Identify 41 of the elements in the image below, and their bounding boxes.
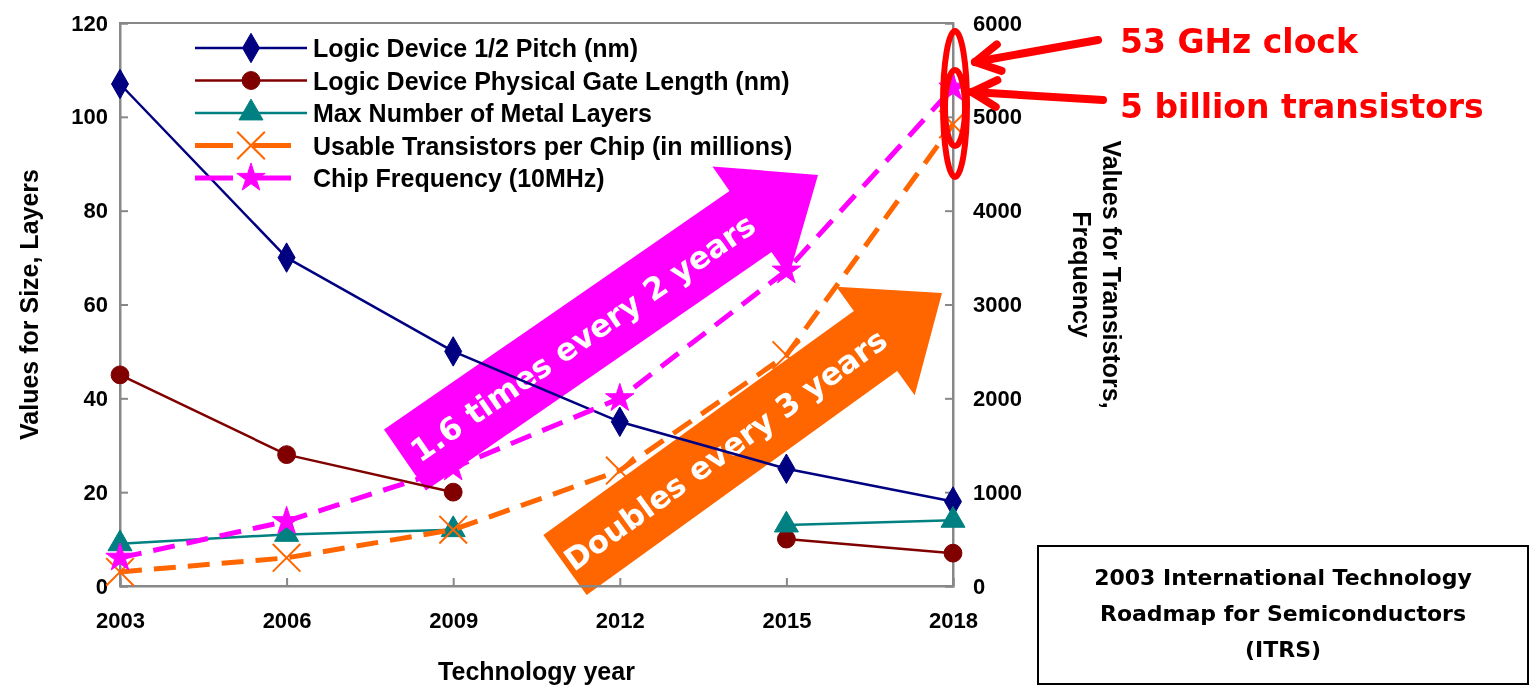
y-tick-label: 0 bbox=[95, 573, 108, 599]
legend-label: Max Number of Metal Layers bbox=[313, 99, 652, 127]
point bbox=[277, 445, 297, 465]
x-tick-label: 2018 bbox=[929, 607, 978, 633]
point bbox=[438, 514, 469, 545]
x-tick-label: 2003 bbox=[96, 607, 145, 633]
y2-tick-label: 4000 bbox=[973, 198, 1022, 224]
text: 2003 International Technology Roadmap for Semiconductors (ITRS) bbox=[1094, 565, 1472, 662]
y-tick-label: 20 bbox=[83, 479, 108, 505]
x-axis-title: Technology year bbox=[438, 657, 636, 685]
point bbox=[771, 340, 802, 370]
y-tick-label: 40 bbox=[83, 385, 108, 411]
legend-label: Logic Device 1/2 Pitch (nm) bbox=[313, 34, 639, 62]
y2-tick-label: 6000 bbox=[973, 10, 1022, 36]
x-tick-label: 2012 bbox=[595, 607, 645, 633]
x-tick-label: 2009 bbox=[429, 607, 479, 633]
y2-axis-title: Values for Transistors, Frequency bbox=[1068, 140, 1126, 409]
text: 5 billion transistors bbox=[1120, 87, 1484, 126]
y2-tick-label: 1000 bbox=[973, 479, 1022, 505]
point bbox=[943, 543, 963, 563]
point bbox=[271, 543, 302, 573]
y-tick-label: 60 bbox=[83, 292, 108, 318]
legend-label: Usable Transistors per Chip (in millions) bbox=[313, 131, 793, 160]
y-tick-label: 120 bbox=[71, 10, 108, 36]
y-tick-label: 80 bbox=[83, 198, 108, 224]
legend-label: Chip Frequency (10MHz) bbox=[313, 164, 605, 192]
y2-tick-label: 2000 bbox=[973, 385, 1022, 411]
y2-tick-label: 0 bbox=[973, 573, 986, 599]
point bbox=[605, 382, 635, 411]
point bbox=[110, 365, 130, 385]
y-axis-title: Values for Size, Layers bbox=[15, 169, 43, 440]
y2-tick-label: 3000 bbox=[973, 292, 1022, 318]
point bbox=[105, 557, 135, 587]
y2-tick-label: 5000 bbox=[973, 104, 1022, 130]
x-tick-label: 2006 bbox=[262, 607, 312, 633]
legend-label: Logic Device Physical Gate Length (nm) bbox=[313, 66, 790, 95]
x-tick-label: 2015 bbox=[762, 607, 812, 633]
text: 53 GHz clock bbox=[1120, 22, 1359, 61]
point bbox=[443, 482, 463, 502]
y-tick-label: 100 bbox=[71, 104, 108, 130]
point bbox=[105, 542, 135, 571]
